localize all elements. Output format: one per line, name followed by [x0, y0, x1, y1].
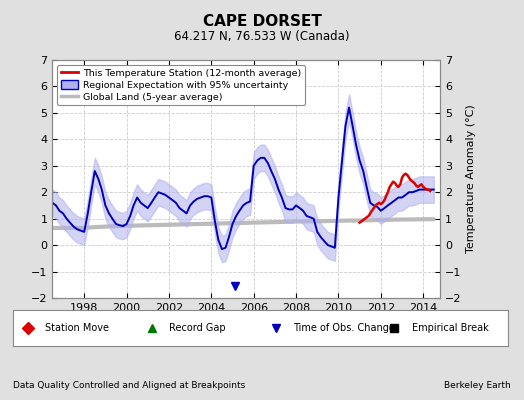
- Text: Empirical Break: Empirical Break: [412, 323, 488, 333]
- Text: Time of Obs. Change: Time of Obs. Change: [293, 323, 395, 333]
- Text: 64.217 N, 76.533 W (Canada): 64.217 N, 76.533 W (Canada): [174, 30, 350, 43]
- Y-axis label: Temperature Anomaly (°C): Temperature Anomaly (°C): [466, 105, 476, 253]
- Text: CAPE DORSET: CAPE DORSET: [203, 14, 321, 29]
- Text: Station Move: Station Move: [45, 323, 110, 333]
- Text: Data Quality Controlled and Aligned at Breakpoints: Data Quality Controlled and Aligned at B…: [13, 381, 245, 390]
- Legend: This Temperature Station (12-month average), Regional Expectation with 95% uncer: This Temperature Station (12-month avera…: [57, 65, 304, 105]
- Text: Record Gap: Record Gap: [169, 323, 226, 333]
- Text: Berkeley Earth: Berkeley Earth: [444, 381, 511, 390]
